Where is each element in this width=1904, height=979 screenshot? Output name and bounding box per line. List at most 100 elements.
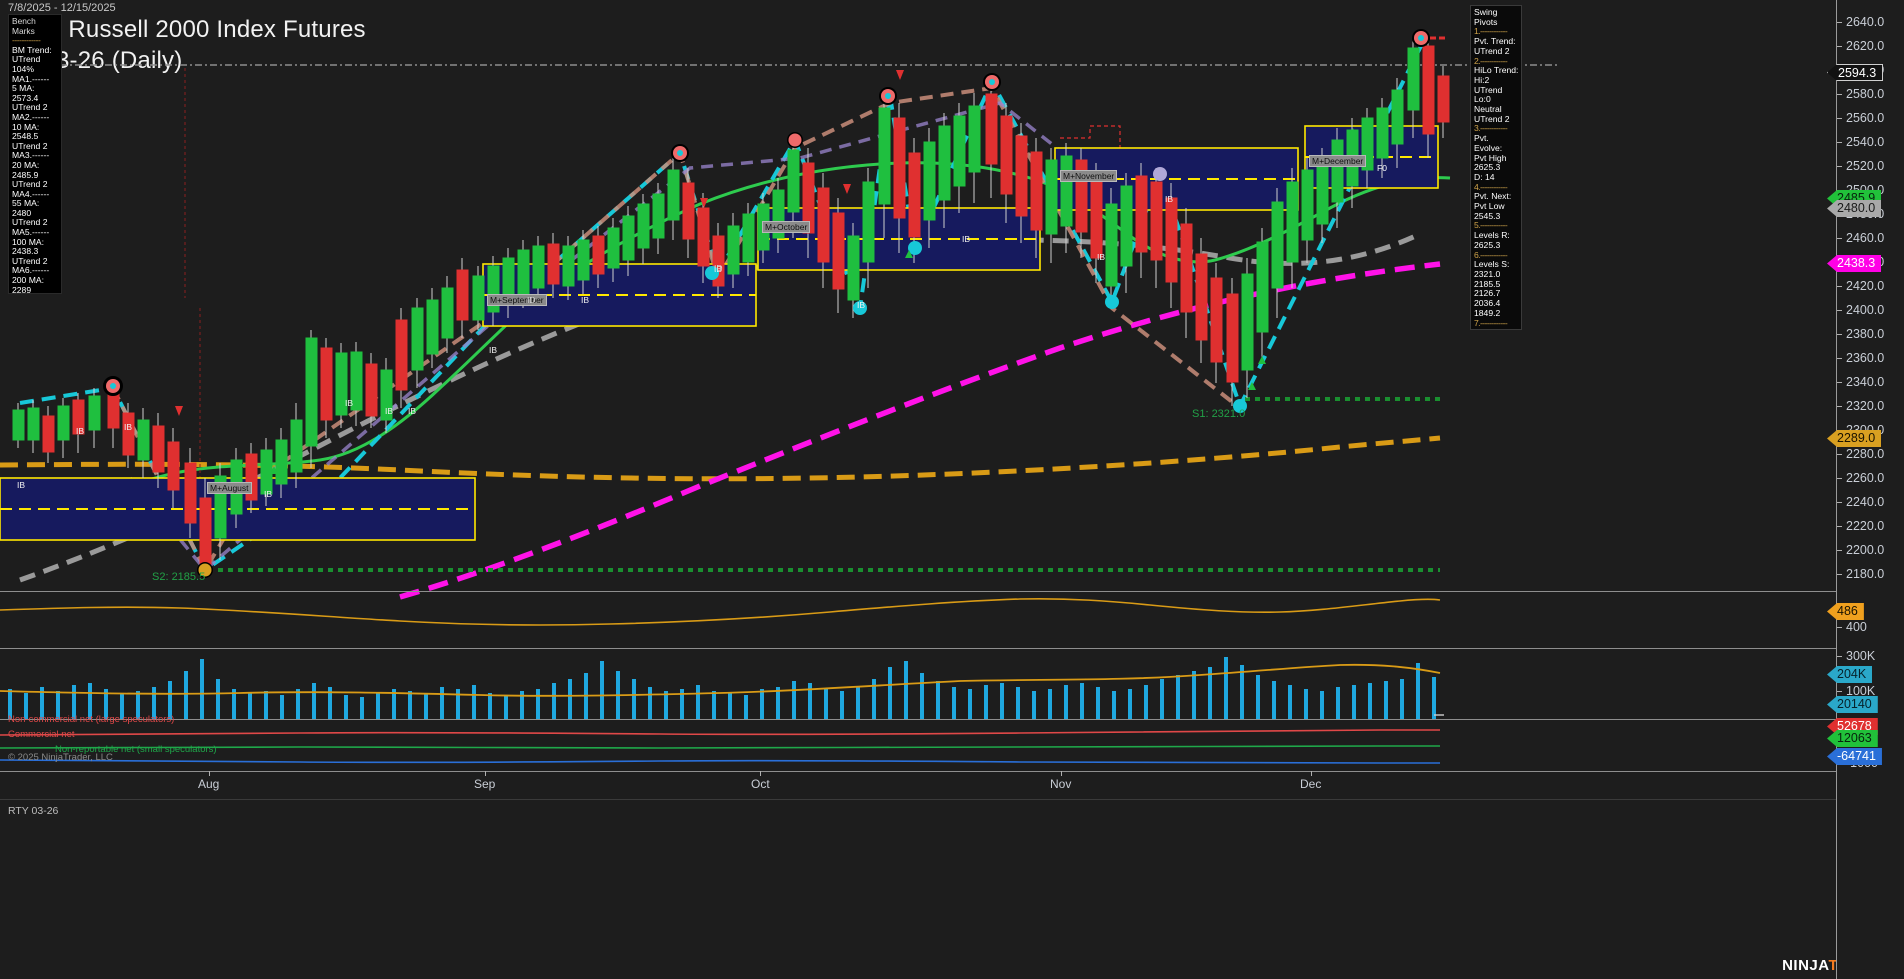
month-box-label-september: M+September — [487, 294, 547, 306]
axis-tick: 2260.0 — [1837, 471, 1904, 485]
swing-pivots-row: Pvt. Trend: — [1474, 36, 1516, 47]
support-level-2-label: S2: 2185.5 — [152, 571, 206, 583]
volume-axis-tick: 100K — [1837, 684, 1904, 698]
swing-pivots-row: Levels S: — [1474, 259, 1510, 270]
axis-tick: 2280.0 — [1837, 447, 1904, 461]
swing-pivots-row: 6.------------ — [1474, 249, 1508, 260]
ib-label: IB — [345, 398, 354, 408]
brand-ninja: NINJA — [1782, 957, 1829, 974]
benchmarks-row: MA6.------ — [12, 265, 50, 276]
swing-pivots-title: Swing Pivots — [1474, 7, 1498, 27]
axis-tick: 2640.0 — [1837, 15, 1904, 29]
ib-label: IB — [408, 406, 417, 416]
axis-tick-label: 2560.0 — [1846, 111, 1885, 125]
benchmarks-row: UTrend 2 — [12, 217, 48, 228]
swing-pivots-panel[interactable]: Swing Pivots 1.------------ Pvt. Trend: … — [1470, 5, 1522, 330]
swing-pivots-row: 2321.0 — [1474, 268, 1501, 279]
swing-pivots-row: 2185.5 — [1474, 278, 1501, 289]
swing-pivots-row: UTrend 2 — [1474, 45, 1510, 56]
benchmarks-row: 2438.3 — [12, 246, 39, 257]
swing-pivots-row: Hi:2 UTrend — [1474, 74, 1503, 95]
time-axis-label: Dec — [1300, 771, 1322, 791]
benchmarks-row: UTrend 104% — [12, 54, 41, 74]
axis-tick-label: 2360.0 — [1846, 351, 1885, 365]
axis-tick-label: 2420.0 — [1846, 279, 1885, 293]
swing-pivots-row: 7.------------ — [1474, 317, 1508, 328]
benchmarks-row: MA2.------ — [12, 111, 50, 122]
time-tick-label: Nov — [1050, 777, 1072, 791]
swing-pivots-row: 2625.3 — [1474, 239, 1501, 250]
axis-tick-label: 2260.0 — [1846, 471, 1885, 485]
swing-pivots-row: 1.------------ — [1474, 26, 1508, 37]
price-pane[interactable]: M+August M+September M+October M+Novembe… — [0, 8, 1836, 600]
axis-tick: 2180.0 — [1837, 567, 1904, 581]
ib-label: IB — [264, 489, 273, 499]
swing-pivots-row: Pvt. Next: — [1474, 191, 1512, 202]
f0-label: F0 — [1377, 163, 1387, 173]
date-range-label: 7/8/2025 - 12/15/2025 — [8, 2, 116, 14]
cot-commercial-tag: 12063 — [1827, 730, 1878, 747]
swing-pivots-row: 2625.3 — [1474, 162, 1501, 173]
swing-pivots-row: 1849.2 — [1474, 307, 1501, 318]
id-label: ID — [714, 263, 723, 273]
axis-tick-label: 2280.0 — [1846, 447, 1885, 461]
time-axis-label: Nov — [1050, 771, 1072, 791]
benchmarks-row: 2573.4 — [12, 92, 39, 103]
footer-bar: RTY 03-26 NINJATRADER — [0, 799, 1904, 979]
swing-pivots-row: 2126.7 — [1474, 288, 1501, 299]
oscillator-pane[interactable] — [0, 591, 1836, 648]
price-chart-canvas — [0, 29, 1560, 600]
time-tick-label: Oct — [751, 777, 770, 791]
axis-tick-label: 2540.0 — [1846, 135, 1885, 149]
price-axis[interactable]: 2640.0 2620.0 2600.0 2580.0 2560.0 2540.… — [1827, 0, 1904, 979]
axis-tick: 2520.0 — [1837, 159, 1904, 173]
volume-pane[interactable] — [0, 648, 1836, 719]
axis-tick-label: 100K — [1846, 684, 1876, 698]
copyright-label: © 2025 NinjaTrader, LLC — [8, 752, 113, 763]
time-tick-label: Sep — [474, 777, 496, 791]
swing-pivots-row: 2036.4 — [1474, 298, 1501, 309]
axis-tick: 2620.0 — [1837, 39, 1904, 53]
benchmarks-row: MA5.------ — [12, 227, 50, 238]
benchmarks-row: UTrend 2 — [12, 102, 48, 113]
ib-label: IB — [581, 295, 590, 305]
swing-pivots-row: Pvt. Evolve: — [1474, 133, 1503, 153]
benchmarks-panel[interactable]: Bench Marks ------------ BM Trend: UTren… — [8, 14, 62, 294]
ma200-price-tag: 2289.0 — [1827, 430, 1882, 447]
time-tick-label: Dec — [1300, 777, 1322, 791]
benchmarks-row: 5 MA: — [12, 83, 35, 94]
swing-pivots-row: D: 14 — [1474, 171, 1495, 182]
month-box-label-december: M+December — [1309, 155, 1367, 167]
benchmarks-row: 2548.5 — [12, 131, 39, 142]
time-axis[interactable]: Aug Sep Oct Nov Dec — [0, 771, 1836, 799]
volume-canvas — [0, 657, 1444, 719]
cot-legend-nonreportable: Non-reportable net (small speculators) — [55, 744, 217, 755]
oscillator-canvas — [0, 598, 1441, 626]
cot-nonreportable-tag: -64741 — [1827, 748, 1882, 765]
axis-tick-label: 2520.0 — [1846, 159, 1885, 173]
axis-tick-label: 2380.0 — [1846, 327, 1885, 341]
swing-pivots-row: UTrend 2 — [1474, 113, 1510, 124]
swing-pivots-row: 4.------------ — [1474, 181, 1508, 192]
axis-tick-label: 300K — [1846, 649, 1876, 663]
axis-tick: 2420.0 — [1837, 279, 1904, 293]
benchmarks-row: MA4.------ — [12, 188, 50, 199]
time-axis-label: Oct — [751, 771, 770, 791]
axis-tick: 2400.0 — [1837, 303, 1904, 317]
cot-pane[interactable]: Non-commercial net (large speculators) C… — [0, 714, 1836, 771]
axis-tick-label: 400 — [1846, 620, 1867, 634]
oscillator-axis-tick: 400 — [1837, 620, 1904, 634]
axis-tick-label: 2400.0 — [1846, 303, 1885, 317]
swing-pivots-row: Lo:0 Neutral — [1474, 94, 1502, 115]
ma100-price-tag: 2438.3 — [1827, 255, 1882, 272]
swing-pivots-row: 5.------------ — [1474, 220, 1508, 231]
benchmarks-row: UTrend 2 — [12, 179, 48, 190]
axis-tick-label: 2340.0 — [1846, 375, 1885, 389]
ib-label: IB — [17, 480, 26, 490]
last-price-tag: 2594.3 — [1827, 64, 1884, 81]
axis-tick: 2220.0 — [1837, 519, 1904, 533]
benchmarks-row: 2485.9 — [12, 169, 39, 180]
benchmarks-title: Bench Marks — [12, 16, 36, 36]
volume-value-tag2: 20140 — [1827, 696, 1878, 713]
